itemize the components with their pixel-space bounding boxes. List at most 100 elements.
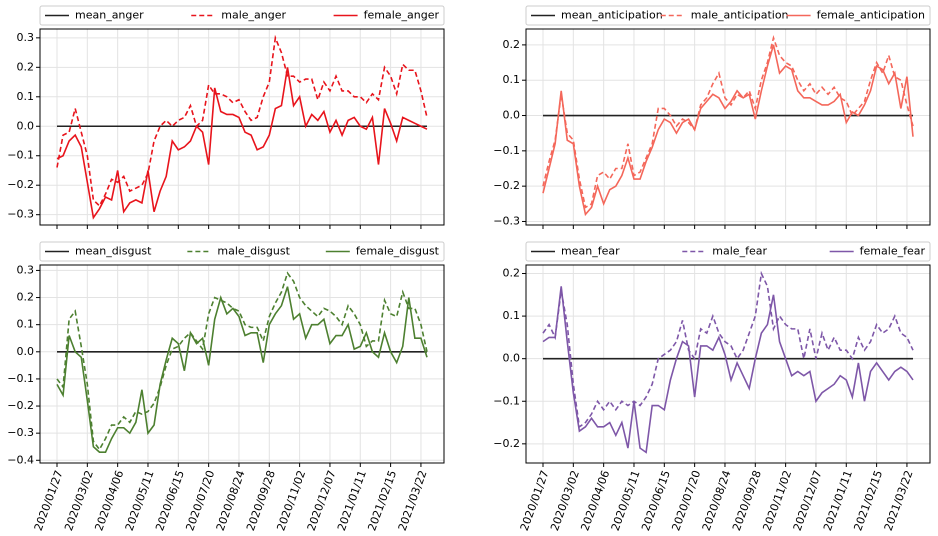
- x-tick-label: 2020/05/11: [609, 469, 643, 533]
- legend: mean_disgust male_disgust female_disgust: [39, 241, 445, 262]
- legend-label: female_anger: [364, 9, 440, 22]
- series-line: [56, 67, 428, 220]
- x-tick-label: 2021/01/11: [821, 469, 855, 533]
- axes-frame: [39, 264, 445, 464]
- legend-box: [39, 5, 445, 26]
- series-line: [542, 270, 914, 429]
- legend-item: female_disgust: [325, 245, 440, 258]
- legend-item: mean_anger: [45, 9, 144, 22]
- y-tick-label: 0.1: [503, 309, 521, 322]
- subplot: −0.3 −0.2 −0.1 0.0 0.1 0.2 0.3 mean_anger male_a…: [7, 5, 445, 229]
- legend-label: mean_anger: [75, 9, 144, 22]
- subplot: −0.3 −0.2 −0.1 0.0 0.1 0.2 mean_anticipation ma…: [493, 5, 931, 229]
- x-tick-label: 2021/02/15: [851, 469, 885, 533]
- legend-item: mean_disgust: [45, 245, 152, 258]
- y-tick-label: 0.1: [17, 90, 35, 103]
- y-tick-label: −0.1: [493, 144, 520, 157]
- legend-item: male_anticipation: [660, 9, 789, 22]
- legend-item: mean_fear: [531, 245, 620, 258]
- legend-item: male_fear: [682, 245, 767, 258]
- x-tick-label: 2020/05/11: [123, 469, 157, 533]
- legend-label: male_anticipation: [691, 9, 789, 22]
- legend-label: female_disgust: [356, 245, 440, 258]
- series-line: [542, 44, 914, 217]
- legend-item: male_anger: [191, 9, 287, 22]
- y-tick-label: 0.0: [17, 345, 35, 358]
- legend-item: mean_anticipation: [531, 9, 663, 22]
- y-tick-label: 0.1: [17, 318, 35, 331]
- x-tick-label: 2020/06/15: [639, 469, 673, 533]
- y-tick-label: 0.2: [503, 267, 521, 280]
- legend-label: male_fear: [712, 245, 767, 258]
- legend-label: female_anticipation: [817, 9, 925, 22]
- x-tick-label: 2020/04/06: [92, 469, 126, 533]
- x-tick-label: 2020/09/28: [730, 469, 764, 533]
- x-tick-label: 2020/04/06: [578, 469, 612, 533]
- legend-box: [525, 241, 931, 262]
- x-tick-label: 2020/01/27: [518, 469, 552, 533]
- legend: mean_fear male_fear female_fear: [525, 241, 931, 262]
- x-tick-label: 2020/03/02: [548, 469, 582, 533]
- y-tick-label: −0.2: [493, 437, 520, 450]
- series-line: [542, 286, 914, 454]
- legend: mean_anger male_anger female_anger: [39, 5, 445, 26]
- legend-item: male_disgust: [187, 245, 291, 258]
- y-tick-label: 0.0: [503, 352, 521, 365]
- x-tick-label: 2020/11/02: [760, 469, 794, 533]
- y-tick-label: −0.1: [7, 149, 34, 162]
- series-line: [56, 34, 428, 208]
- x-tick-label: 2021/03/22: [396, 469, 430, 533]
- axes-frame: [39, 28, 445, 226]
- y-tick-label: 0.0: [17, 119, 35, 132]
- y-tick-label: 0.3: [17, 263, 35, 276]
- series-line: [56, 271, 428, 451]
- subplot: 2020/01/272020/03/022020/04/062020/05/11…: [7, 241, 445, 533]
- legend-item: female_fear: [829, 245, 926, 258]
- x-tick-label: 2021/01/11: [335, 469, 369, 533]
- y-tick-label: 0.2: [17, 60, 35, 73]
- x-tick-label: 2020/03/02: [62, 469, 96, 533]
- series-line: [56, 286, 428, 453]
- legend-label: mean_fear: [561, 245, 620, 258]
- x-tick-label: 2020/07/20: [183, 469, 217, 533]
- subplot: 2020/01/272020/03/022020/04/062020/05/11…: [493, 241, 931, 533]
- x-tick-label: 2020/11/02: [274, 469, 308, 533]
- y-tick-label: −0.2: [7, 399, 34, 412]
- y-tick-label: −0.3: [7, 208, 34, 221]
- x-tick-label: 2020/12/07: [305, 469, 339, 533]
- y-tick-label: 0.3: [17, 31, 35, 44]
- x-tick-label: 2021/02/15: [365, 469, 399, 533]
- y-tick-label: −0.4: [7, 453, 34, 466]
- series-line: [542, 34, 914, 209]
- legend-item: female_anticipation: [786, 9, 925, 22]
- y-tick-label: −0.3: [493, 214, 520, 227]
- x-tick-label: 2020/08/24: [700, 469, 734, 533]
- legend-label: male_disgust: [217, 245, 290, 258]
- legend-item: female_anger: [333, 9, 440, 22]
- x-tick-label: 2021/03/22: [882, 469, 916, 533]
- x-tick-label: 2020/08/24: [214, 469, 248, 533]
- legend-box: [39, 241, 445, 262]
- y-tick-label: −0.1: [493, 394, 520, 407]
- y-tick-label: −0.1: [7, 372, 34, 385]
- legend-label: mean_disgust: [75, 245, 152, 258]
- x-tick-label: 2020/07/20: [669, 469, 703, 533]
- legend-box: [525, 5, 931, 26]
- x-tick-label: 2020/01/27: [32, 469, 66, 533]
- legend-label: mean_anticipation: [561, 9, 663, 22]
- y-tick-label: 0.1: [503, 73, 521, 86]
- y-tick-label: 0.0: [503, 109, 521, 122]
- axes-frame: [525, 264, 931, 464]
- y-tick-label: −0.3: [7, 426, 34, 439]
- y-tick-label: −0.2: [7, 178, 34, 191]
- legend-label: male_anger: [221, 9, 286, 22]
- legend-label: female_fear: [860, 245, 926, 258]
- x-tick-label: 2020/09/28: [244, 469, 278, 533]
- x-tick-label: 2020/12/07: [791, 469, 825, 533]
- y-tick-label: −0.2: [493, 179, 520, 192]
- axes-frame: [525, 28, 931, 226]
- y-tick-label: 0.2: [503, 38, 521, 51]
- y-tick-label: 0.2: [17, 291, 35, 304]
- legend: mean_anticipation male_anticipation female…: [525, 5, 931, 26]
